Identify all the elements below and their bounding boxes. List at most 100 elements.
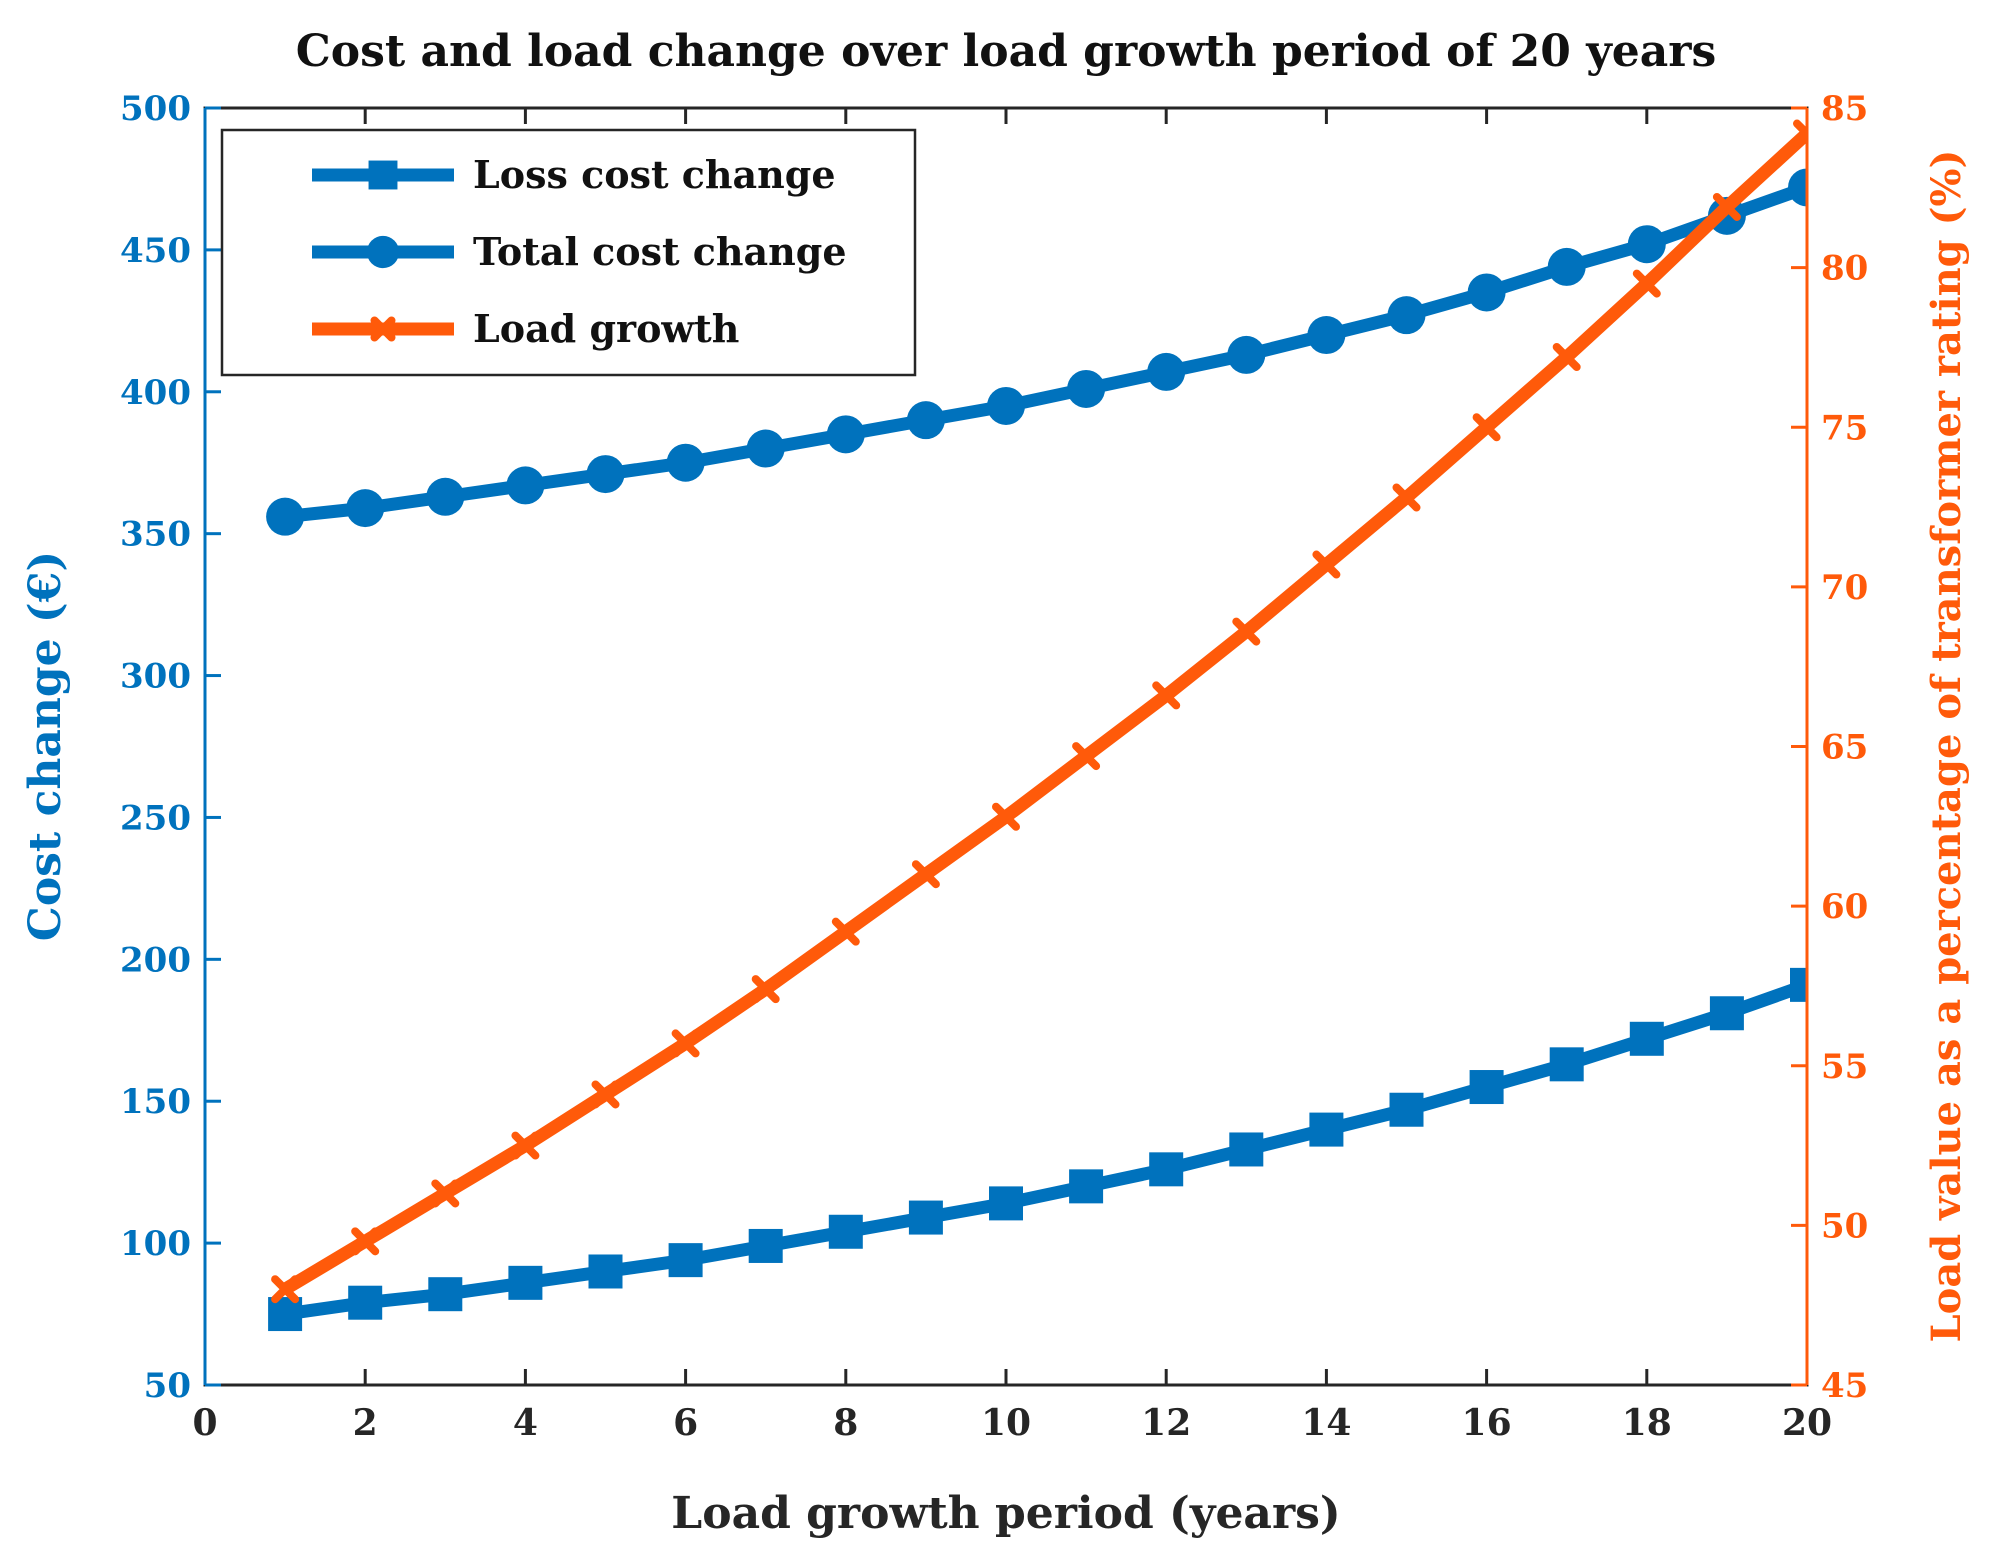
data-point-total-cost-change xyxy=(1467,273,1506,312)
data-point-load-growth xyxy=(511,1131,540,1160)
left-y-axis: 50 100 150 200 250 300 350 400 450 500 xyxy=(120,89,221,1406)
right-y-tick-label: 50 xyxy=(1821,1206,1868,1246)
x-tick-label: 2 xyxy=(353,1402,378,1444)
legend: Loss cost change Total cost change Load gr… xyxy=(220,128,917,377)
data-point-total-cost-change xyxy=(586,455,625,494)
data-point-load-growth xyxy=(751,975,780,1004)
left-y-tick-label: 250 xyxy=(120,798,191,838)
legend-swatch-marker xyxy=(366,235,400,269)
right-y-tick-label: 65 xyxy=(1821,728,1868,768)
data-point-total-cost-change xyxy=(826,415,865,454)
data-point-total-cost-change xyxy=(346,489,385,528)
right-y-tick-label: 75 xyxy=(1821,408,1868,448)
data-point-load-growth xyxy=(271,1275,300,1304)
left-y-tick-label: 400 xyxy=(120,373,191,413)
data-point-load-growth xyxy=(351,1227,380,1256)
data-point-loss-cost-change xyxy=(1149,1152,1184,1187)
x-axis-label: Load growth period (years) xyxy=(671,1488,1340,1539)
legend-label: Total cost change xyxy=(473,229,847,274)
left-y-tick-label: 100 xyxy=(120,1224,191,1264)
x-tick-label: 12 xyxy=(1141,1402,1191,1444)
data-point-total-cost-change xyxy=(506,466,545,505)
legend-label: Load growth xyxy=(473,306,739,351)
series-layer xyxy=(266,119,1807,1332)
data-point-total-cost-change xyxy=(906,401,945,440)
data-point-load-growth xyxy=(1793,119,1807,148)
right-y-tick-label: 80 xyxy=(1821,249,1868,289)
data-point-load-growth xyxy=(1072,742,1101,771)
data-point-loss-cost-change xyxy=(348,1285,383,1320)
data-point-total-cost-change xyxy=(666,443,705,482)
x-tick-label: 4 xyxy=(513,1402,538,1444)
data-point-load-growth xyxy=(591,1080,620,1109)
data-point-loss-cost-change xyxy=(1309,1112,1344,1147)
data-point-load-growth xyxy=(1712,192,1741,221)
series-total-cost-change xyxy=(266,168,1807,536)
x-tick-label: 0 xyxy=(192,1402,217,1444)
data-point-loss-cost-change xyxy=(748,1228,783,1263)
x-tick-label: 14 xyxy=(1301,1402,1351,1444)
data-point-load-growth xyxy=(911,860,940,889)
data-point-load-growth xyxy=(1232,617,1261,646)
data-point-load-growth xyxy=(1312,550,1341,579)
data-point-loss-cost-change xyxy=(1389,1092,1424,1127)
x-tick-label: 6 xyxy=(673,1402,698,1444)
data-point-total-cost-change xyxy=(426,477,465,516)
data-point-loss-cost-change xyxy=(1709,996,1744,1031)
legend-item-total-cost-change: Total cost change xyxy=(312,229,847,274)
data-point-loss-cost-change xyxy=(668,1243,703,1278)
data-point-total-cost-change xyxy=(1147,352,1186,391)
left-y-tick-label: 50 xyxy=(144,1366,191,1406)
data-point-load-growth xyxy=(1632,269,1661,298)
data-point-loss-cost-change xyxy=(908,1200,943,1235)
data-point-total-cost-change xyxy=(1387,296,1426,335)
chart-title: Cost and load change over load growth pe… xyxy=(296,26,1717,77)
series-loss-cost-change xyxy=(268,967,1807,1332)
data-point-load-growth xyxy=(671,1029,700,1058)
legend-label: Loss cost change xyxy=(473,152,836,197)
x-tick-label: 20 xyxy=(1782,1402,1832,1444)
right-y-tick-label: 55 xyxy=(1821,1047,1868,1087)
data-point-total-cost-change xyxy=(1788,168,1807,207)
data-point-total-cost-change xyxy=(266,497,305,536)
left-y-tick-label: 350 xyxy=(120,515,191,555)
data-point-loss-cost-change xyxy=(828,1214,863,1249)
right-y-tick-label: 70 xyxy=(1821,568,1868,608)
data-point-loss-cost-change xyxy=(588,1254,623,1289)
data-point-total-cost-change xyxy=(987,386,1025,425)
data-point-loss-cost-change xyxy=(1790,967,1807,1002)
data-point-load-growth xyxy=(1552,343,1581,372)
data-point-load-growth xyxy=(831,917,860,946)
left-y-axis-label: Cost change (€) xyxy=(20,551,71,941)
legend-item-loss-cost-change: Loss cost change xyxy=(312,152,836,197)
left-y-tick-label: 300 xyxy=(120,657,191,697)
data-point-load-growth xyxy=(1392,483,1421,512)
legend-item-load-growth: Load growth xyxy=(312,306,739,351)
data-point-loss-cost-change xyxy=(1069,1169,1104,1204)
right-y-tick-label: 60 xyxy=(1821,887,1868,927)
x-tick-label: 16 xyxy=(1462,1402,1512,1444)
right-y-axis: 45 50 55 60 65 70 75 80 85 xyxy=(1791,89,1868,1406)
data-point-total-cost-change xyxy=(746,429,785,468)
data-point-loss-cost-change xyxy=(1549,1047,1584,1082)
left-y-tick-label: 450 xyxy=(120,231,191,271)
data-point-load-growth xyxy=(431,1179,460,1208)
data-point-total-cost-change xyxy=(1547,247,1586,286)
data-point-loss-cost-change xyxy=(989,1186,1023,1221)
series-load-growth xyxy=(271,119,1807,1304)
data-point-total-cost-change xyxy=(1307,316,1346,355)
data-point-total-cost-change xyxy=(1627,225,1666,264)
data-point-total-cost-change xyxy=(1067,369,1106,408)
data-point-loss-cost-change xyxy=(1469,1070,1504,1105)
legend-swatch-marker xyxy=(368,160,398,190)
left-y-tick-label: 150 xyxy=(120,1082,191,1122)
left-y-tick-label: 200 xyxy=(120,940,191,980)
right-y-axis-label: Load value as a percentage of transforme… xyxy=(1923,150,1970,1343)
right-y-tick-label: 45 xyxy=(1821,1366,1868,1406)
legend-swatch-marker xyxy=(370,316,396,342)
data-point-load-growth xyxy=(992,802,1020,831)
data-point-loss-cost-change xyxy=(1229,1132,1264,1167)
data-point-load-growth xyxy=(1152,681,1181,710)
right-y-tick-label: 85 xyxy=(1821,89,1868,129)
